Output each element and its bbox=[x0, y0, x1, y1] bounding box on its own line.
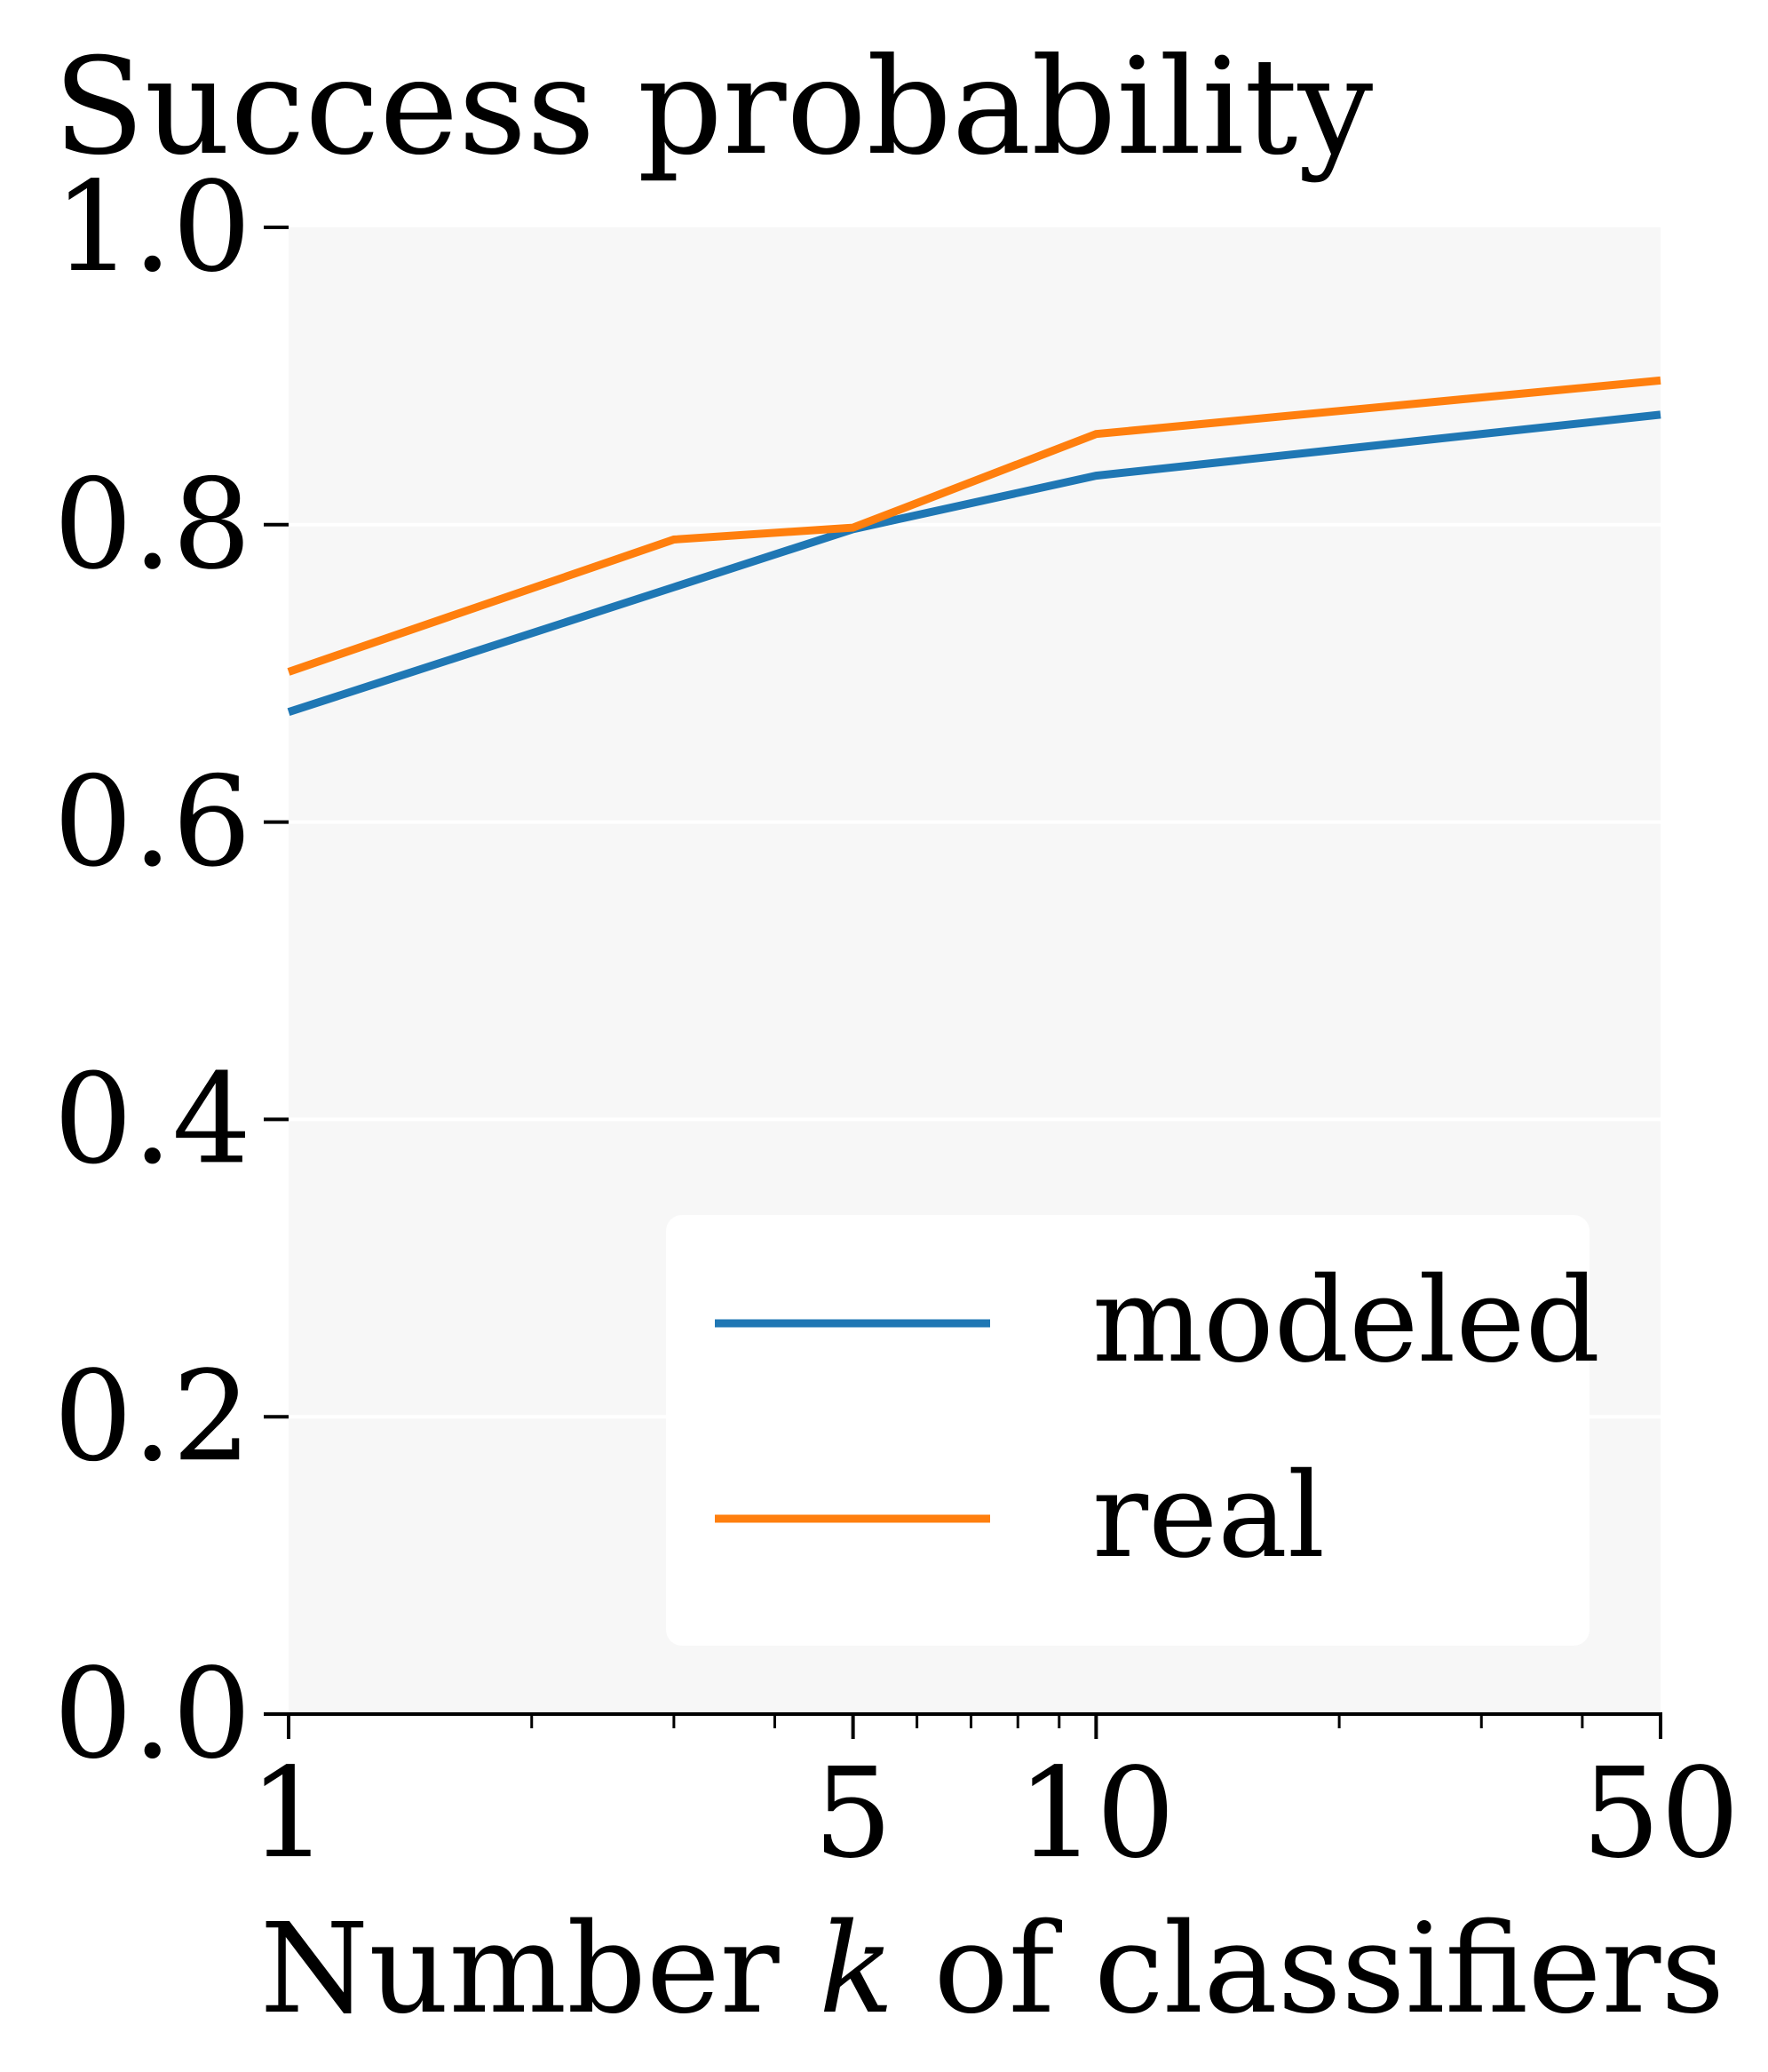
axes: 0.0 0.2 0.4 0.6 0.8 1.0 1 5 10 50 bbox=[53, 155, 1740, 1886]
legend: modeled real bbox=[666, 1215, 1600, 1646]
x-axis-title-variable: k bbox=[819, 1897, 894, 2042]
x-tick-label: 10 bbox=[1017, 1742, 1175, 1886]
y-tick-label: 0.6 bbox=[53, 750, 251, 895]
legend-label-modeled: modeled bbox=[1092, 1252, 1600, 1389]
x-tick-label: 50 bbox=[1582, 1742, 1740, 1886]
y-tick-label: 0.8 bbox=[53, 453, 251, 598]
x-tick-label: 1 bbox=[249, 1742, 328, 1886]
series-layer bbox=[287, 376, 1661, 716]
y-tick-label: 0.0 bbox=[53, 1642, 251, 1787]
y-tick-label: 1.0 bbox=[53, 155, 251, 300]
y-tick-label: 0.4 bbox=[53, 1047, 251, 1192]
x-axis-title-after: of classifiers bbox=[894, 1897, 1724, 2042]
y-tick-label: 0.2 bbox=[53, 1345, 251, 1489]
x-axis-title-before: Number bbox=[260, 1897, 819, 2042]
chart-title: Success probability bbox=[53, 30, 1373, 185]
x-tick-label: 5 bbox=[813, 1742, 892, 1886]
legend-label-real: real bbox=[1092, 1448, 1325, 1584]
x-axis-title: Number k of classifiers bbox=[260, 1897, 1724, 2042]
series-line-real bbox=[287, 376, 1661, 676]
